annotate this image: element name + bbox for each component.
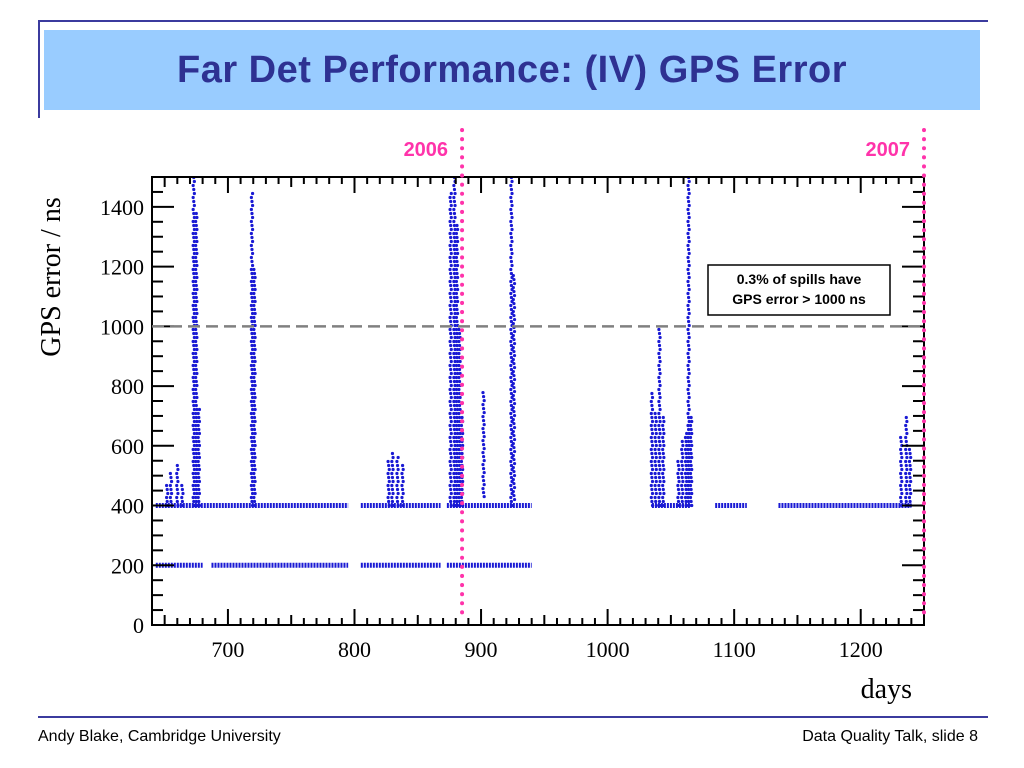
x-tick-label-900: 900 [465,637,498,662]
spike-32 [907,447,913,508]
spike-16 [457,327,462,508]
spike-8 [252,267,257,508]
data-points [155,177,913,568]
footer-slide-number: Data Quality Talk, slide 8 [802,728,978,745]
y-tick-label-600: 600 [111,434,144,459]
spike-30 [899,435,904,508]
footer-rule [38,716,988,718]
title-banner: Far Det Performance: (IV) GPS Error [44,30,980,110]
spike-21 [649,391,655,508]
y-tick-label-400: 400 [111,494,144,519]
annotation-line-2: GPS error > 1000 ns [732,291,866,307]
x-tick-label-800: 800 [338,637,371,662]
x-tick-label-1200: 1200 [839,637,883,662]
spike-26 [680,439,685,508]
y-tick-label-1200: 1200 [100,255,144,280]
spike-31 [904,415,909,508]
spike-22 [653,411,658,508]
spike-10 [390,451,395,508]
spike-4 [191,177,196,508]
year-label-2006: 2006 [404,139,449,161]
spike-18 [481,390,486,499]
spike-20 [511,273,517,502]
year-marker-2007: 2007 [866,128,926,623]
spike-24 [661,415,666,508]
year-markers: 2006 2007 [404,128,926,623]
spike-19 [509,177,514,508]
tick-labels: 700 800 900 1000 1100 1200 0 200 400 600 800 1000 12… [100,195,883,662]
spike-11 [395,455,400,508]
footer-author: Andy Blake, Cambridge University [38,728,281,745]
top-rule [38,20,988,22]
spike-28 [686,177,691,508]
y-tick-label-200: 200 [111,553,144,578]
spike-23 [657,327,662,508]
spike-2 [175,463,180,508]
year-label-2007: 2007 [866,139,911,161]
y-tick-label-1400: 1400 [100,195,144,220]
y-axis-title: GPS error / ns [36,197,67,356]
annotation-line-1: 0.3% of spills have [737,271,862,287]
spike-15 [454,223,460,508]
year-marker-2006: 2006 [404,128,465,623]
spike-9 [386,459,391,508]
spike-25 [676,459,681,508]
axis-ticks [152,176,925,626]
slide-title: Far Det Performance: (IV) GPS Error [176,48,847,91]
annotation-box: 0.3% of spills have GPS error > 1000 ns [707,264,891,316]
spike-3 [180,483,185,508]
spike-29 [688,415,694,508]
spike-6 [196,407,202,508]
y-tick-label-800: 800 [111,374,144,399]
spike-14 [452,177,457,508]
spike-27 [683,431,689,508]
plot-frame [151,176,925,626]
x-tick-label-700: 700 [211,637,244,662]
spike-1 [168,471,174,508]
spike-5 [194,211,199,508]
annotation-rect [707,264,891,316]
x-tick-label-1100: 1100 [713,637,756,662]
x-axis-title: days [861,674,912,705]
left-rule [38,20,40,118]
y-tick-label-1000: 1000 [100,314,144,339]
spike-13 [448,191,453,508]
spike-12 [400,463,405,508]
y-tick-label-0: 0 [133,613,144,638]
x-tick-label-1000: 1000 [586,637,630,662]
